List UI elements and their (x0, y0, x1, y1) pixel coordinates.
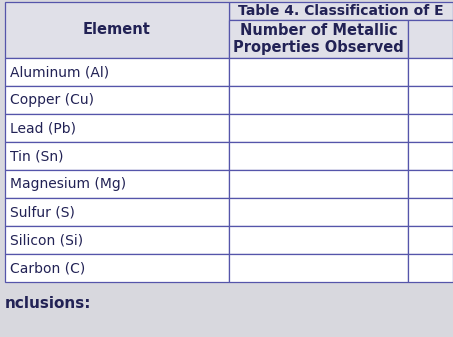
Text: Copper (Cu): Copper (Cu) (10, 93, 94, 107)
Bar (408, 142, 453, 170)
Bar (408, 20, 453, 58)
Bar (229, 86, 408, 114)
Bar (229, 2, 453, 20)
Text: Number of Metallic
Properties Observed: Number of Metallic Properties Observed (233, 23, 404, 55)
Bar (5, 142, 229, 170)
Bar (408, 86, 453, 114)
Bar (408, 198, 453, 226)
Bar (229, 254, 408, 282)
Bar (5, 226, 229, 254)
Bar (229, 114, 408, 142)
Text: Magnesium (Mg): Magnesium (Mg) (10, 177, 126, 191)
Text: Table 4. Classification of E: Table 4. Classification of E (238, 4, 444, 18)
Bar (5, 198, 229, 226)
Bar (229, 170, 408, 198)
Bar (408, 254, 453, 282)
Bar (5, 58, 229, 86)
Bar (5, 254, 229, 282)
Bar (5, 114, 229, 142)
Bar (229, 226, 408, 254)
Text: Element: Element (83, 23, 151, 37)
Bar (408, 58, 453, 86)
Text: Silicon (Si): Silicon (Si) (10, 233, 83, 247)
Bar (5, 170, 229, 198)
Bar (229, 142, 408, 170)
Bar (5, 86, 229, 114)
Bar (229, 198, 408, 226)
Text: Carbon (C): Carbon (C) (10, 261, 85, 275)
Bar (229, 58, 408, 86)
Bar (229, 20, 408, 58)
Bar (408, 114, 453, 142)
Text: Tin (Sn): Tin (Sn) (10, 149, 63, 163)
Bar (408, 170, 453, 198)
Text: Aluminum (Al): Aluminum (Al) (10, 65, 109, 79)
Bar (5, 2, 229, 58)
Bar (408, 226, 453, 254)
Text: nclusions:: nclusions: (5, 296, 92, 311)
Text: Lead (Pb): Lead (Pb) (10, 121, 76, 135)
Text: Sulfur (S): Sulfur (S) (10, 205, 75, 219)
